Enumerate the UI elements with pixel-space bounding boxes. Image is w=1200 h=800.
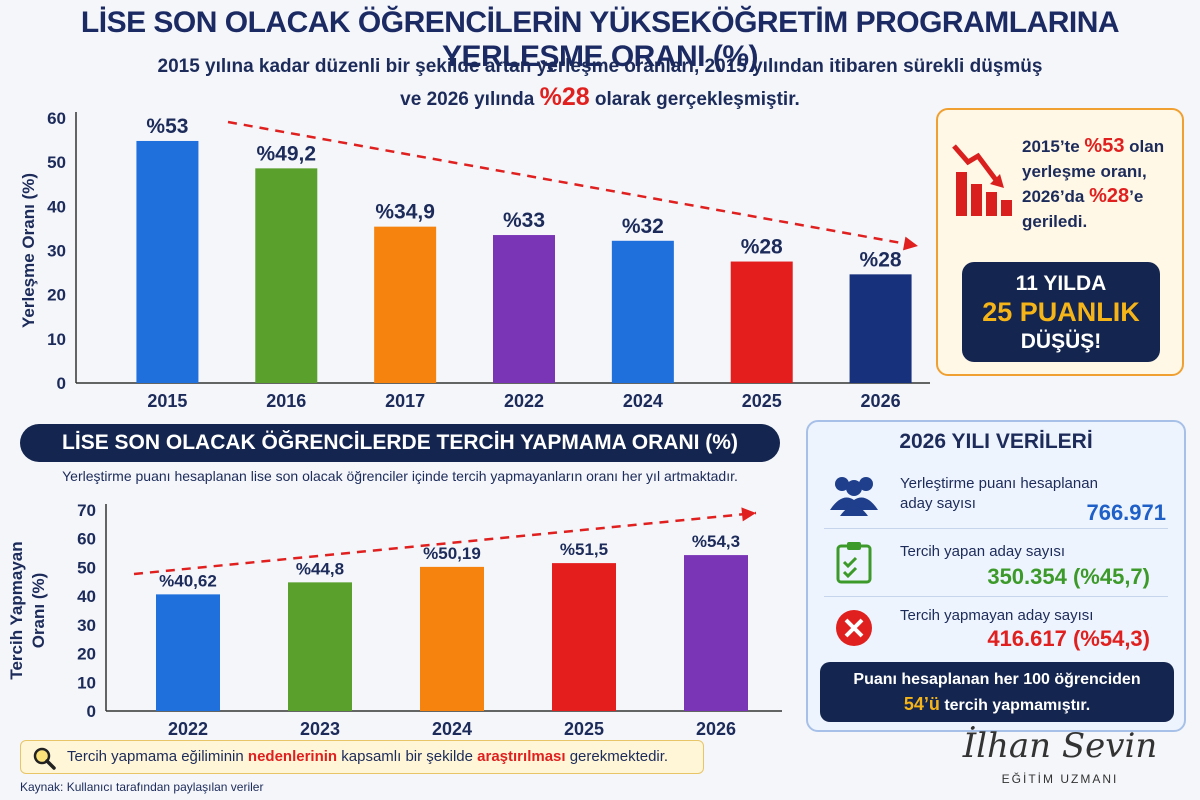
- section-banner: LİSE SON OLACAK ÖĞRENCİLERDE TERCİH YAPM…: [20, 424, 780, 462]
- bar: [552, 563, 616, 711]
- y-tick-label: 0: [57, 374, 66, 393]
- row-label-preferred: Tercih yapan aday sayısı: [900, 543, 1066, 560]
- data-label: %53: [146, 115, 188, 138]
- magnifier-icon: [33, 747, 56, 770]
- trend-arrow-line: [227, 120, 919, 248]
- divider: [824, 596, 1168, 597]
- row-value-calculated: 766.971: [1086, 500, 1166, 525]
- data-label: %49,2: [257, 142, 317, 165]
- subtitle-highlight: %28: [539, 83, 590, 111]
- bar: [255, 168, 318, 383]
- y-axis-label: Tercih Yapmayan: [7, 541, 26, 679]
- x-tick-label: 2024: [432, 719, 472, 739]
- x-circle-icon: [836, 610, 872, 646]
- y-tick-label: 40: [77, 587, 96, 606]
- bar: [136, 140, 199, 383]
- trend-arrow-head: [902, 236, 918, 251]
- trend-arrow-head: [741, 507, 756, 522]
- section-description: Yerleştirme puanı hesaplanan lise son ol…: [62, 468, 738, 484]
- clipboard-check-icon: [836, 542, 872, 584]
- bar: [611, 240, 674, 383]
- bar: [374, 226, 437, 383]
- divider: [824, 528, 1168, 529]
- bar: [684, 555, 748, 711]
- data-label: %33: [503, 209, 545, 232]
- y-tick-label: 30: [77, 616, 96, 635]
- y-tick-label: 60: [47, 109, 66, 128]
- panel-2026-title: 2026 YILI VERİLERİ: [899, 430, 1093, 453]
- x-tick-label: 2023: [300, 719, 340, 739]
- row-value-preferred: 350.354 (%45,7): [987, 564, 1150, 589]
- bar: [156, 594, 220, 711]
- data-label: %34,9: [375, 201, 435, 224]
- summary-text: 2015’te %53 olan yerleşme oranı, 2026’da…: [1022, 135, 1165, 231]
- y-tick-label: 20: [77, 645, 96, 664]
- data-label: %54,3: [692, 532, 740, 551]
- non-preference-rate-chart: 0 10 20 30 40 50 60 70 Tercih Yapmayan Oranı (%)%…: [7, 501, 782, 739]
- declining-bar-chart-icon: [952, 144, 1012, 216]
- signature-name: İlhan Sevin: [962, 726, 1158, 766]
- row-value-not-preferred: 416.617 (%54,3): [987, 626, 1150, 651]
- trend-arrow-line: [133, 511, 757, 576]
- y-tick-label: 50: [77, 558, 96, 577]
- x-tick-label: 2026: [696, 719, 736, 739]
- data-label: %28: [860, 248, 902, 271]
- subtitle-line-1: 2015 yılına kadar düzenli bir şekilde ar…: [157, 56, 1043, 77]
- note-box: Tercih yapmama eğiliminin nedenlerinin k…: [20, 740, 704, 774]
- x-tick-label: 2017: [385, 391, 425, 411]
- final-statement-box: Puanı hesaplanan her 100 öğrenciden 54’ü…: [820, 662, 1174, 722]
- x-tick-label: 2022: [168, 719, 208, 739]
- page-subtitle: 2015 yılına kadar düzenli bir şekilde ar…: [120, 52, 1080, 115]
- y-tick-label: 60: [77, 530, 96, 549]
- bar: [420, 566, 484, 711]
- y-axis-label: Oranı (%): [29, 573, 48, 649]
- placement-rate-chart: 0 10 20 30 40 50 60 Yerleşme Oranı (%) %53 2015 %4…: [19, 109, 930, 411]
- x-tick-label: 2025: [564, 719, 604, 739]
- data-label: %50,19: [423, 544, 481, 563]
- row-label-calculated: Yerleştirme puanı hesaplanan aday sayısı: [900, 475, 1098, 512]
- source-text: Kaynak: Kullanıcı tarafından paylaşılan …: [20, 780, 264, 794]
- bar: [493, 235, 555, 383]
- y-tick-label: 10: [47, 330, 66, 349]
- row-label-not-preferred: Tercih yapmayan aday sayısı: [900, 607, 1094, 624]
- subtitle-line-2: ve 2026 yılında %28 olarak gerçekleşmişt…: [400, 83, 800, 111]
- bar: [288, 582, 352, 711]
- x-tick-label: 2016: [266, 391, 306, 411]
- data-label: %51,5: [560, 540, 608, 559]
- data-label: %32: [622, 215, 664, 238]
- page-title: LİSE SON OLACAK ÖĞRENCİLERİN YÜKSEKÖĞRET…: [80, 6, 1120, 73]
- x-tick-label: 2025: [742, 391, 782, 411]
- x-tick-label: 2015: [147, 391, 187, 411]
- users-icon: [830, 477, 878, 516]
- x-tick-label: 2026: [861, 391, 901, 411]
- drop-highlight-box: 11 YILDA 25 PUANLIK DÜŞÜŞ!: [962, 262, 1160, 362]
- y-axis-label: Yerleşme Oranı (%): [19, 173, 38, 328]
- bar: [730, 261, 793, 383]
- y-tick-label: 30: [47, 242, 66, 261]
- x-tick-label: 2022: [504, 391, 544, 411]
- y-tick-label: 40: [47, 197, 66, 216]
- y-tick-label: 20: [47, 286, 66, 305]
- signature-role: EĞİTİM UZMANI: [1001, 772, 1119, 786]
- data-label: %40,62: [159, 571, 217, 590]
- x-tick-label: 2024: [623, 391, 663, 411]
- y-tick-label: 50: [47, 153, 66, 172]
- y-tick-label: 10: [77, 673, 96, 692]
- y-tick-label: 70: [77, 501, 96, 520]
- bar: [849, 274, 912, 383]
- y-tick-label: 0: [87, 702, 96, 721]
- data-label: %44,8: [296, 559, 344, 578]
- data-label: %28: [741, 236, 783, 259]
